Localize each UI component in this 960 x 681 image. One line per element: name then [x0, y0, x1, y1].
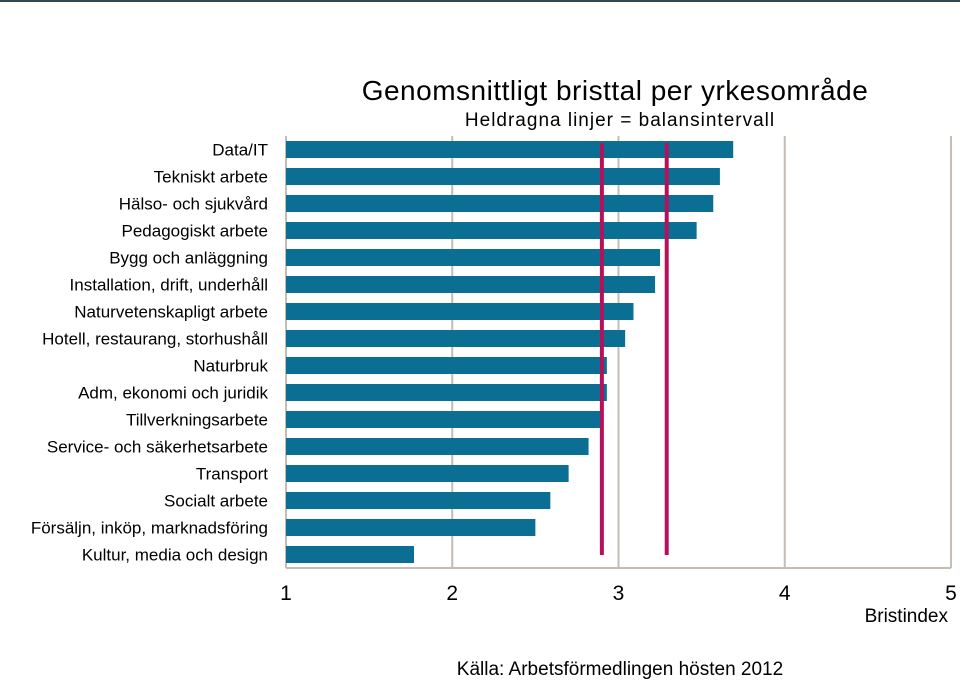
category-label: Installation, drift, underhåll	[70, 276, 268, 295]
category-label: Försäljn, inköp, marknadsföring	[31, 519, 268, 538]
bar-12	[286, 465, 569, 482]
category-label: Naturbruk	[193, 357, 268, 376]
chart-subtitle: Heldragna linjer = balansintervall	[465, 110, 775, 131]
x-tick-labels: 1 2 3 4 5	[280, 582, 957, 605]
bar-10	[286, 411, 602, 428]
category-label: Service- och säkerhetsarbete	[47, 438, 268, 457]
category-label: Tillverkningsarbete	[126, 411, 268, 430]
category-label: Pedagogiskt arbete	[122, 222, 269, 241]
bars	[286, 141, 734, 563]
bar-14	[286, 519, 536, 536]
bar-8	[286, 357, 607, 374]
category-label: Hälso- och sjukvård	[119, 195, 268, 214]
x-tick-label: 3	[613, 582, 625, 605]
category-label: Hotell, restaurang, storhushåll	[42, 330, 268, 349]
x-axis-label: Bristindex	[865, 606, 949, 627]
bar-6	[286, 303, 634, 320]
category-label: Adm, ekonomi och juridik	[78, 384, 268, 403]
bar-15	[286, 546, 415, 563]
category-label: Data/IT	[212, 141, 268, 160]
bar-7	[286, 330, 626, 347]
x-tick-label: 1	[280, 582, 292, 605]
bar-5	[286, 276, 656, 293]
category-label: Bygg och anläggning	[109, 249, 268, 268]
category-label: Transport	[196, 465, 268, 484]
bar-0	[286, 141, 734, 158]
x-tick-label: 5	[945, 582, 957, 605]
bar-11	[286, 438, 589, 455]
chart-title: Genomsnittligt bristtal per yrkesområde	[362, 75, 869, 106]
category-label: Tekniskt arbete	[154, 168, 268, 187]
category-label: Socialt arbete	[164, 492, 268, 511]
category-labels: Data/IT Tekniskt arbete Hälso- och sjukvår…	[31, 141, 269, 565]
x-tick-label: 4	[779, 582, 791, 605]
bar-9	[286, 384, 607, 401]
balance-interval-lines	[599, 143, 669, 555]
bar-1	[286, 168, 720, 185]
category-label: Naturvetenskapligt arbete	[74, 303, 268, 322]
bar-4	[286, 249, 661, 266]
x-tick-label: 2	[446, 582, 458, 605]
bar-2	[286, 195, 714, 212]
source-note: Källa: Arbetsförmedlingen hösten 2012	[457, 659, 783, 680]
category-label: Kultur, media och design	[82, 546, 268, 565]
bar-13	[286, 492, 551, 509]
bar-3	[286, 222, 697, 239]
